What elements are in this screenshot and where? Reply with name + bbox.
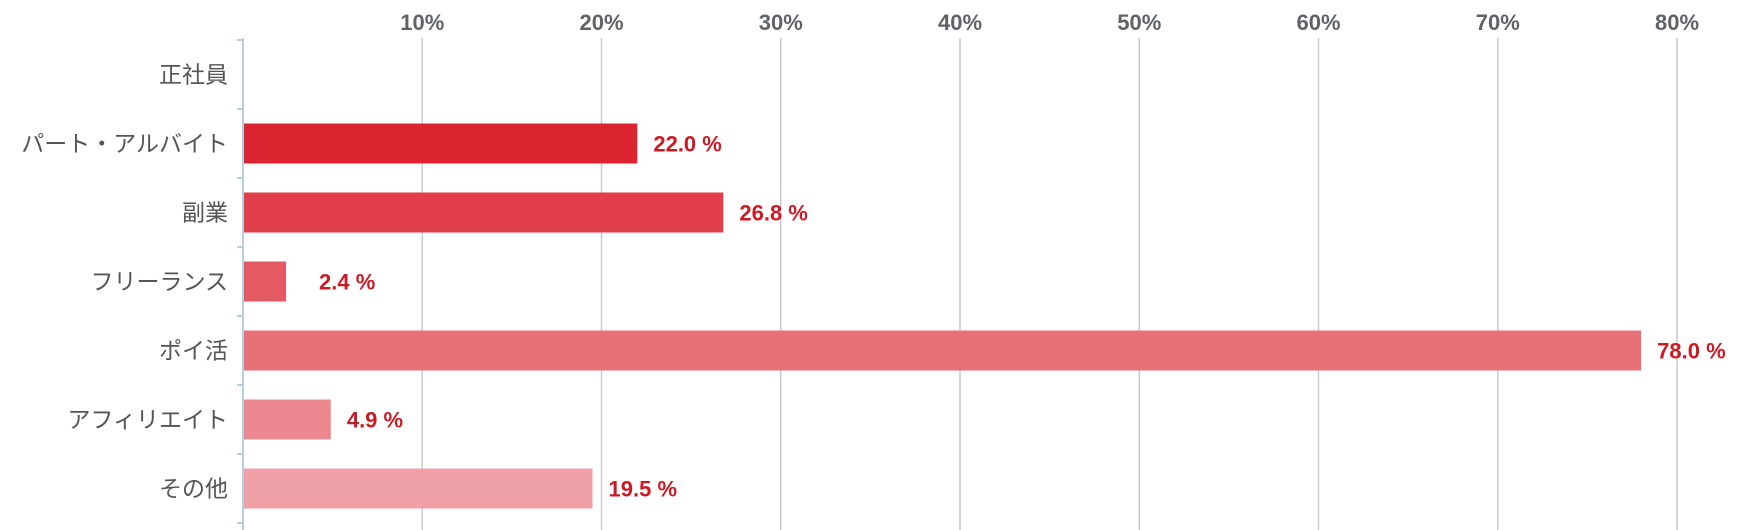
bar xyxy=(244,192,724,233)
bar xyxy=(244,123,638,164)
value-label: 78.0 % xyxy=(1657,339,1726,364)
category-label: アフィリエイト xyxy=(67,408,228,434)
category-label: 正社員 xyxy=(159,63,228,89)
value-label: 2.4 % xyxy=(319,270,375,295)
category-label: ポイ活 xyxy=(159,339,228,365)
x-tick-label: 80% xyxy=(1655,10,1699,35)
x-tick-label: 20% xyxy=(579,10,623,35)
x-tick-label: 10% xyxy=(400,10,444,35)
x-tick-label: 30% xyxy=(759,10,803,35)
bar xyxy=(244,399,331,440)
bar xyxy=(244,468,593,509)
bar xyxy=(244,330,1642,371)
value-labels: 22.0 % 26.8 % 2.4 % 78.0 % 4.9 % 19.5 % xyxy=(319,132,1726,502)
category-label: パート・アルバイト xyxy=(21,132,228,158)
value-label: 22.0 % xyxy=(653,132,722,157)
x-tick-label: 40% xyxy=(938,10,982,35)
value-label: 19.5 % xyxy=(609,477,678,502)
category-label: その他 xyxy=(159,477,228,503)
x-tick-label: 50% xyxy=(1117,10,1161,35)
bar xyxy=(244,261,287,302)
category-label: 副業 xyxy=(182,201,228,227)
value-label: 26.8 % xyxy=(739,201,808,226)
y-axis-tick-marks xyxy=(237,39,243,524)
value-label: 4.9 % xyxy=(347,408,403,433)
x-axis-ticks: 10% 20% 30% 40% 50% 60% 70% 80% xyxy=(400,10,1699,35)
category-label: フリーランス xyxy=(90,270,228,296)
x-tick-label: 60% xyxy=(1296,10,1340,35)
grid-lines xyxy=(421,38,1678,530)
x-tick-label: 70% xyxy=(1476,10,1520,35)
bars xyxy=(244,123,1642,509)
